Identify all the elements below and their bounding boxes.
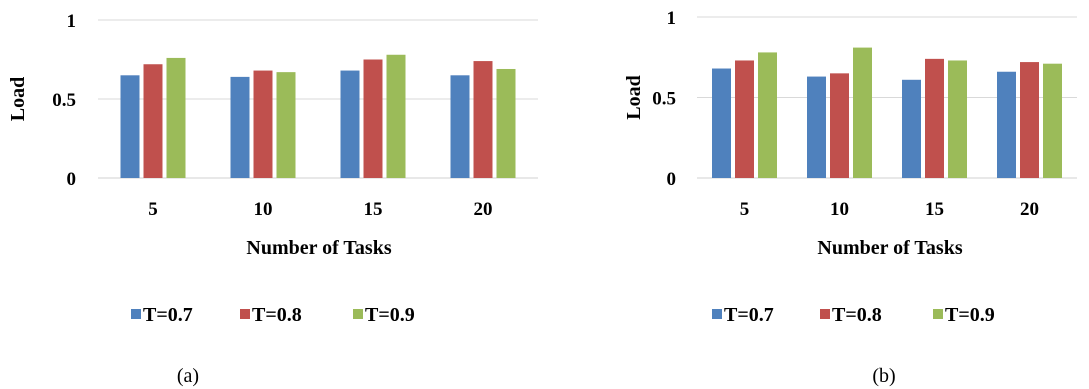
bar-T=0.7-5 — [712, 68, 731, 178]
legend: T=0.7 T=0.8 T=0.9 — [712, 304, 995, 326]
bar-T=0.7-5 — [120, 75, 140, 178]
bar-T=0.8-10 — [830, 73, 849, 178]
legend-label: T=0.9 — [365, 304, 415, 326]
bar-T=0.7-10 — [230, 76, 250, 178]
bar-T=0.8-20 — [1020, 62, 1039, 178]
legend-swatch — [933, 309, 943, 319]
bar-T=0.9-20 — [496, 68, 516, 178]
bar-T=0.9-10 — [276, 72, 296, 178]
bar-T=0.7-20 — [997, 71, 1016, 178]
legend-swatch — [240, 309, 250, 319]
bar-T=0.8-15 — [363, 59, 383, 178]
y-tick-label: 0.5 — [52, 90, 76, 111]
y-tick-label: 0 — [67, 169, 77, 190]
bar-T=0.9-20 — [1043, 63, 1062, 178]
x-tick-label: 15 — [364, 199, 383, 220]
legend-swatch — [131, 309, 141, 319]
bar-T=0.7-10 — [807, 76, 826, 178]
bar-T=0.8-20 — [473, 61, 493, 178]
bar-T=0.7-15 — [340, 70, 360, 178]
legend-label: T=0.8 — [832, 304, 882, 326]
bar-T=0.8-5 — [735, 60, 754, 178]
panel-caption: (a) — [177, 365, 199, 387]
y-tick-label: 1 — [667, 8, 677, 29]
x-axis-title: Number of Tasks — [246, 237, 391, 259]
x-tick-label: 5 — [740, 199, 750, 220]
legend-label: T=0.7 — [143, 304, 193, 326]
legend-label: T=0.7 — [724, 304, 774, 326]
bar-T=0.9-15 — [948, 60, 967, 178]
x-tick-label: 20 — [1020, 199, 1039, 220]
legend-swatch — [353, 309, 363, 319]
bar-T=0.8-10 — [253, 70, 273, 178]
legend-swatch — [820, 309, 830, 319]
y-axis-title: Load — [623, 75, 645, 119]
x-axis-title: Number of Tasks — [817, 237, 962, 259]
bar-T=0.9-5 — [166, 57, 186, 178]
bar-T=0.9-15 — [386, 54, 406, 179]
x-tick-label: 15 — [925, 199, 944, 220]
bar-T=0.9-10 — [853, 47, 872, 179]
legend-swatch — [712, 309, 722, 319]
y-tick-label: 1 — [67, 11, 77, 32]
x-tick-label: 20 — [474, 199, 493, 220]
bar-T=0.9-5 — [758, 52, 777, 178]
bar-T=0.8-5 — [143, 64, 163, 178]
bar-T=0.7-20 — [450, 75, 470, 178]
x-tick-label: 10 — [254, 199, 273, 220]
y-tick-label: 0 — [667, 169, 677, 190]
y-axis-title: Load — [7, 77, 29, 121]
panel-caption: (b) — [872, 365, 895, 387]
x-tick-label: 5 — [148, 199, 158, 220]
legend-label: T=0.8 — [252, 304, 302, 326]
bar-T=0.8-15 — [925, 58, 944, 178]
legend-label: T=0.9 — [945, 304, 995, 326]
y-tick-label: 0.5 — [652, 89, 676, 110]
x-tick-label: 10 — [830, 199, 849, 220]
legend: T=0.7 T=0.8 T=0.9 — [131, 304, 415, 326]
bar-T=0.7-15 — [902, 79, 921, 178]
